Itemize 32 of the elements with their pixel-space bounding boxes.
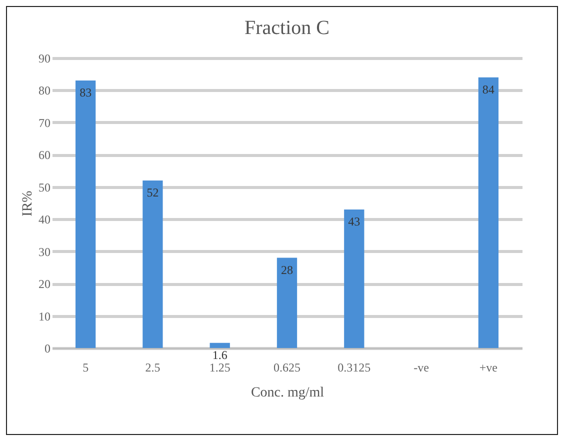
y-tick-label: 60 [38, 148, 50, 162]
bar [142, 180, 163, 348]
y-tick-label: 10 [38, 309, 50, 324]
y-axis-title: IR% [20, 190, 36, 216]
bar [76, 80, 96, 348]
data-label: 52 [146, 185, 159, 200]
y-tick-label: 70 [38, 116, 50, 130]
x-tick-label: +ve [479, 360, 498, 374]
data-label: 1.6 [212, 348, 228, 362]
x-tick-label: 0.625 [274, 360, 300, 374]
bar [478, 77, 498, 348]
x-tick-label: -ve [414, 360, 429, 374]
x-tick-label: 2.5 [145, 360, 160, 374]
x-tick-label: 5 [82, 360, 89, 374]
x-axis-title: Conc. mg/ml [250, 386, 324, 400]
y-tick-label: 30 [38, 244, 50, 259]
bar [276, 258, 298, 348]
data-label: 84 [482, 82, 494, 96]
data-label: 43 [348, 214, 360, 228]
bar [344, 209, 364, 348]
y-tick-label: 0 [44, 342, 50, 356]
bar [210, 342, 230, 348]
y-tick-label: 40 [38, 212, 50, 227]
data-label: 83 [80, 86, 92, 100]
y-tick-label: 90 [38, 52, 50, 66]
chart-title: Fraction C [244, 17, 330, 39]
y-tick-label: 80 [38, 84, 50, 98]
y-tick-label: 20 [38, 277, 50, 292]
x-tick-label: 0.3125 [338, 360, 371, 374]
y-tick-label: 50 [38, 180, 50, 194]
x-tick-label: 1.25 [209, 360, 230, 374]
data-label: 28 [281, 262, 293, 277]
